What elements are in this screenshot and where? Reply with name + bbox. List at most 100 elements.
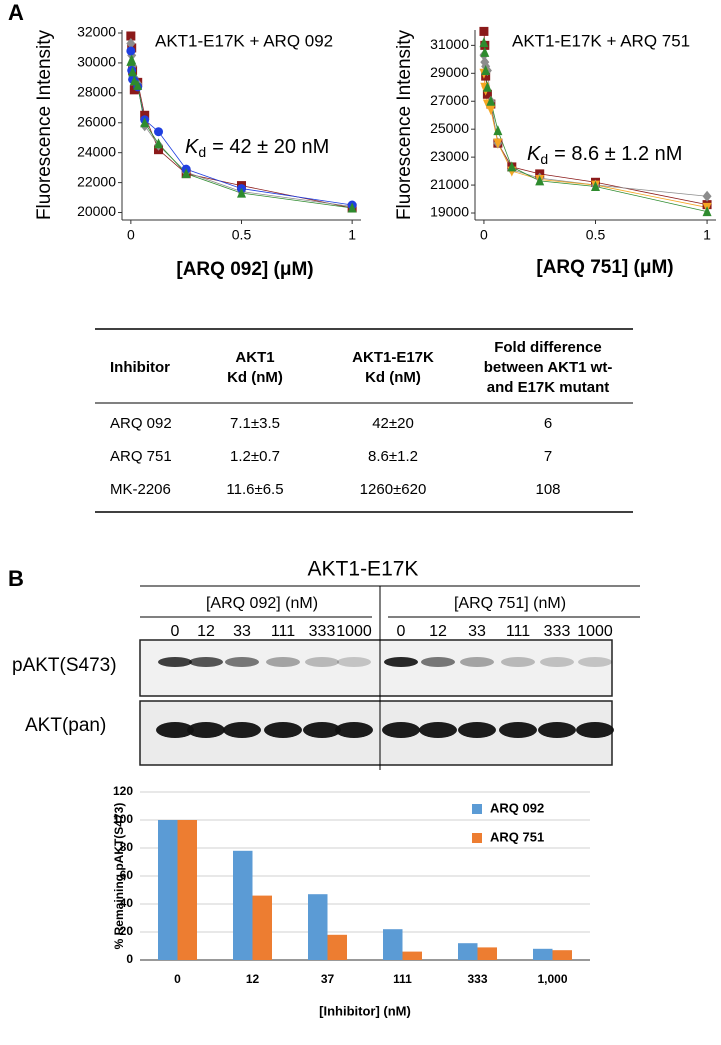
band [337,657,371,667]
y-tick-label: 23000 [430,148,469,164]
dose-label: 1000 [336,623,372,640]
point [237,187,246,198]
point [126,31,136,41]
kd-text: = 8.6 ± 1.2 nM [554,143,682,165]
fit-line [483,55,708,197]
point [480,46,490,57]
band [538,722,576,738]
kd-symbol: K [185,136,200,158]
band [540,657,574,667]
point [493,125,503,136]
band [421,657,455,667]
band [266,657,300,667]
table-header: between AKT1 wt- [484,359,613,376]
point [481,71,491,81]
table-cell: 42±20 [372,415,414,432]
bar [308,894,328,960]
dose-label: 0 [171,623,180,640]
band [335,722,373,738]
point [481,65,491,76]
table-header: Inhibitor [110,359,170,376]
point [591,180,600,191]
bar [158,820,178,960]
band [225,657,259,667]
table-cell: ARQ 092 [110,415,172,432]
y-tick-label: 29000 [430,64,469,80]
point [479,26,489,36]
point [126,37,136,49]
x-axis-label: [ARQ 092] (μM) [176,259,313,280]
blot-row-label: pAKT(S473) [12,655,117,676]
legend-swatch [472,833,482,843]
legend-swatch [472,804,482,814]
legend-label: ARQ 092 [490,800,544,815]
table-cell: ARQ 751 [110,448,172,465]
bar [252,895,272,960]
band [189,657,223,667]
y-tick-label: 19000 [430,204,469,220]
y-tick-label: 32000 [77,24,116,40]
point [140,117,150,128]
band [158,657,192,667]
table-header: AKT1 [235,349,274,366]
dose-label: 12 [197,623,215,640]
band [501,657,535,667]
table-cell: 7.1±3.5 [230,415,280,432]
table-cell: 8.6±1.2 [368,448,418,465]
y-tick-label: 80 [120,840,134,854]
dose-label: 33 [233,623,251,640]
y-axis-label: % Remaining pAKT(S473) [112,803,126,950]
table-header: AKT1-E17K [352,349,434,366]
band [223,722,261,738]
panel-label: B [8,566,24,591]
y-tick-label: 21000 [430,176,469,192]
blot-row-label: AKT(pan) [25,715,106,736]
dose-label: 0 [397,623,406,640]
point [126,46,136,56]
blot-group-label: [ARQ 751] (nM) [454,595,566,612]
band [303,722,341,738]
y-tick-label: 30000 [77,54,116,70]
x-tick-label: 0.5 [232,227,252,243]
kd-label: Kd = 42 ± 20 nM [185,136,329,159]
x-tick-label: 1,000 [537,972,567,986]
table-header: Kd (nM) [365,369,421,386]
annotation: AKT1-E17K + ARQ 092 [155,31,333,50]
y-tick-label: 100 [113,812,133,826]
band [576,722,614,738]
y-tick-label: 28000 [77,84,116,100]
dose-label: 1000 [577,623,613,640]
band [382,722,420,738]
y-tick-label: 120 [113,784,133,798]
table-header: and E17K mutant [487,379,610,396]
band [156,722,194,738]
y-tick-label: 24000 [77,143,116,159]
point [127,54,137,65]
kd-symbol: K [527,143,542,165]
band [305,657,339,667]
table-header: Kd (nM) [227,369,283,386]
table-cell: 1.2±0.7 [230,448,280,465]
point [535,175,545,186]
point [482,89,492,99]
kd-label: Kd = 8.6 ± 1.2 nM [527,143,682,166]
table-cell: 11.6±6.5 [226,481,283,498]
bar [177,820,197,960]
y-tick-label: 60 [120,868,134,882]
dose-label: 333 [544,623,571,640]
x-tick-label: 0 [127,227,135,243]
point [154,138,164,149]
bar [233,850,253,960]
blot-panel [139,639,613,697]
x-tick-label: 12 [246,972,260,986]
x-tick-label: 0 [480,227,488,243]
y-axis-label: Fluorescence Intensity [394,29,415,220]
y-tick-label: 22000 [77,173,116,189]
x-tick-label: 0.5 [586,227,606,243]
point [486,105,496,116]
point [128,66,138,77]
y-tick-label: 20 [120,924,134,938]
x-axis-label: [ARQ 751] (μM) [536,257,673,278]
y-tick-label: 25000 [430,120,469,136]
